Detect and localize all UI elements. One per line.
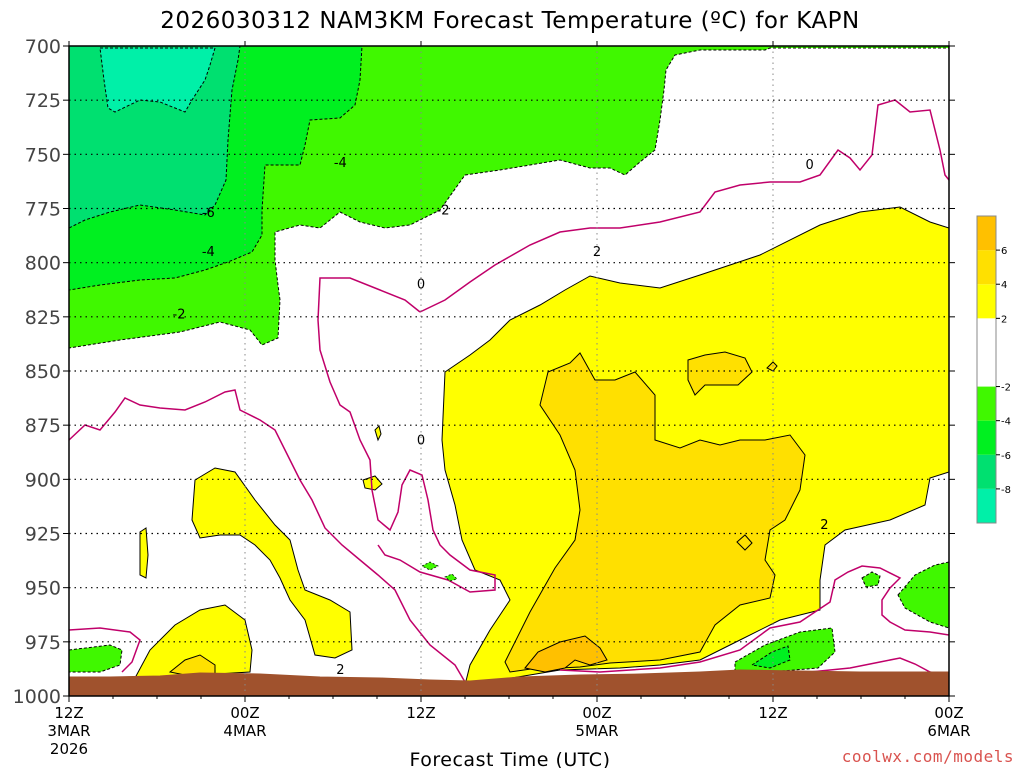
contour-label: -2: [437, 204, 450, 219]
grid-lines: [69, 46, 949, 696]
y-tick-label: 875: [25, 415, 61, 437]
colorbar-frame: [976, 215, 997, 524]
region-plus2-blob-b: [139, 527, 149, 579]
region-cold-dot-a: [421, 561, 439, 571]
region-plus4-small-patch: [736, 534, 753, 551]
y-tick-label: 725: [25, 90, 61, 112]
region-plus4-to-plus6-bubble: [687, 351, 753, 396]
contour-label: 0: [417, 277, 425, 292]
y-tick-label: 700: [25, 36, 61, 58]
isotherm-zero-lower-right: [559, 565, 949, 673]
colorbar-tick-label: -4: [1001, 417, 1011, 428]
x-tick-label-date: 4MAR: [223, 722, 266, 740]
contour-label: 2: [593, 245, 601, 260]
x-tick-label-time: 12Z: [406, 704, 435, 722]
credit-text: coolwx.com/models: [842, 747, 1014, 766]
x-tick-label-time: 00Z: [934, 704, 963, 722]
colorbar-legend: 6 4 2 -2 -4 -6 -8: [976, 215, 1011, 524]
region-cold-patch-small: [861, 571, 881, 588]
contour-label: 2: [820, 518, 828, 533]
x-tick-label-date: 3MAR: [47, 722, 90, 740]
region-cold-patch-right: [897, 561, 949, 629]
colorbar-tick-label: -2: [1001, 383, 1011, 394]
region-plus4-to-plus6-main: [504, 352, 806, 673]
x-tick-label-time: 00Z: [230, 704, 259, 722]
contour-label: -4: [334, 156, 347, 171]
y-tick-label: 975: [25, 632, 61, 654]
isotherm-zero-upper-left: [317, 277, 496, 593]
colorbar-tick-label: 6: [1001, 246, 1007, 257]
colorbar-segment: [977, 284, 996, 319]
x-axis-label: Forecast Time (UTC): [410, 749, 611, 768]
colorbar-segment: [977, 318, 996, 387]
region-cold-patch-lower-right-core: [750, 645, 791, 669]
region-cold-patch-left: [69, 644, 123, 673]
colorbar-segment: [977, 386, 996, 421]
x-tick-label-time: 12Z: [758, 704, 787, 722]
region-minus8-to-minus10: [99, 47, 216, 113]
chart-title: 2026030312 NAM3KM Forecast Temperature (…: [160, 8, 860, 34]
contour-label: 0: [417, 433, 425, 448]
region-plus6-to-plus8: [524, 635, 608, 673]
colorbar-segment: [977, 216, 996, 251]
y-tick-label: 950: [25, 578, 61, 600]
colorbar-segment: [977, 488, 996, 523]
region-plus4-small-dot: [766, 361, 778, 372]
x-tick-label-time: 00Z: [582, 704, 611, 722]
x-tick-label-date: 5MAR: [575, 722, 618, 740]
colorbar-tick-label: -6: [1001, 451, 1011, 462]
x-tick-label-year: 2026: [50, 740, 88, 758]
contour-label: 0: [806, 158, 814, 173]
contour-label: -4: [202, 245, 215, 260]
isotherm-zero-upper: [419, 99, 949, 313]
x-tick-label-date: 6MAR: [927, 722, 970, 740]
y-tick-label: 800: [25, 253, 61, 275]
colorbar-segment: [977, 454, 996, 489]
contour-label: -2: [173, 308, 186, 323]
x-tick-label-time: 12Z: [54, 704, 83, 722]
y-tick-label: 825: [25, 307, 61, 329]
y-tick-label: 925: [25, 524, 61, 546]
isotherm-zero-lower: [69, 627, 141, 673]
y-tick-label: 900: [25, 469, 61, 491]
y-tick-label: 1000: [13, 686, 61, 708]
terrain-surface: [68, 669, 950, 697]
colorbar-segment: [977, 250, 996, 285]
y-axis: 700 725 750 775 800 825 850 875 900 925 950 975 1000: [13, 36, 955, 708]
colorbar-tick-label: 2: [1001, 314, 1007, 325]
region-plus2-blob-a: [191, 467, 353, 659]
y-tick-label: 850: [25, 361, 61, 383]
colorbar-tick-label: 4: [1001, 280, 1007, 291]
contour-label: 2: [336, 663, 344, 678]
y-tick-label: 775: [25, 199, 61, 221]
region-plus2-dot-b: [374, 425, 382, 442]
colorbar-segment: [977, 420, 996, 455]
colorbar-tick-label: -8: [1001, 485, 1011, 496]
contour-label: -6: [202, 206, 215, 221]
region-cold-dot-b: [444, 573, 458, 582]
y-tick-label: 750: [25, 144, 61, 166]
contour-labels: -4 -6 -4 -2 -2 0 0 2 0 2 2: [173, 156, 829, 678]
